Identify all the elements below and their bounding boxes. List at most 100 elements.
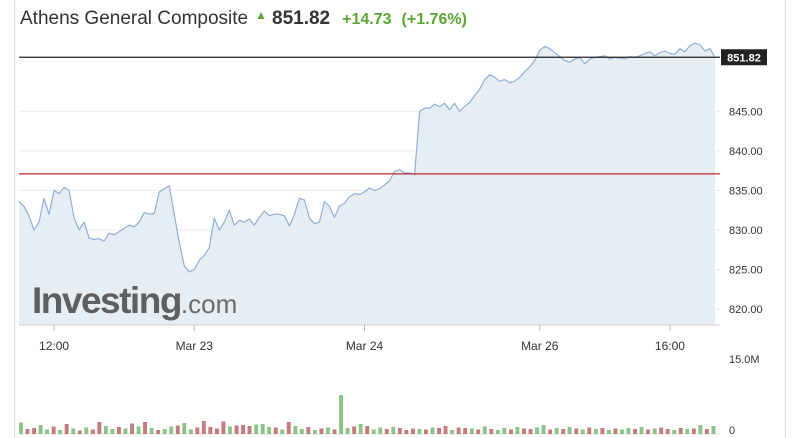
y-tick-label: 825.00 bbox=[729, 265, 763, 277]
volume-bar bbox=[241, 425, 245, 434]
investing-watermark: Investing.com bbox=[32, 280, 237, 322]
volume-bar bbox=[659, 427, 664, 434]
volume-bar bbox=[97, 422, 102, 434]
price-change: +14.73 bbox=[342, 11, 392, 28]
index-title: Athens General Composite bbox=[20, 8, 249, 29]
volume-bar bbox=[495, 430, 500, 434]
volume-bar bbox=[332, 429, 337, 434]
volume-bar bbox=[319, 428, 324, 434]
volume-bar bbox=[254, 424, 259, 434]
volume-bar bbox=[704, 429, 709, 434]
volume-bar bbox=[195, 427, 200, 434]
price-area-fill bbox=[19, 43, 715, 325]
last-price-badge-label: 851.82 bbox=[727, 52, 761, 64]
volume-bar bbox=[541, 425, 546, 434]
volume-bar bbox=[437, 428, 441, 434]
volume-bar bbox=[443, 426, 448, 434]
volume-bar bbox=[528, 429, 533, 434]
volume-bar bbox=[299, 429, 304, 434]
y-tick-label: 845.00 bbox=[729, 106, 763, 118]
volume-bar bbox=[593, 429, 598, 434]
volume-bar bbox=[260, 424, 265, 434]
watermark-brand: Investing bbox=[32, 280, 182, 321]
volume-bar bbox=[84, 427, 89, 434]
volume-bar bbox=[19, 422, 23, 434]
y-tick-label: 820.00 bbox=[729, 304, 763, 316]
volume-bar bbox=[417, 429, 422, 434]
volume-bar bbox=[280, 429, 285, 434]
volume-bar bbox=[130, 423, 134, 434]
volume-bar bbox=[123, 428, 128, 434]
volume-bar bbox=[397, 428, 402, 434]
volume-bar bbox=[515, 427, 520, 434]
volume-bar bbox=[606, 430, 611, 434]
volume-bar bbox=[567, 427, 572, 434]
watermark-domain: .com bbox=[180, 289, 238, 319]
volume-bar bbox=[358, 424, 363, 434]
volume-bar bbox=[143, 422, 147, 434]
volume-bar bbox=[162, 429, 167, 434]
x-tick-label: Mar 26 bbox=[521, 339, 559, 353]
volume-bar bbox=[633, 429, 637, 434]
volume-bar bbox=[646, 429, 650, 434]
chart-frame bbox=[14, 0, 786, 438]
volume-bar bbox=[691, 428, 696, 434]
volume-bar bbox=[38, 425, 43, 434]
volume-bar bbox=[326, 427, 330, 434]
volume-bar bbox=[228, 426, 232, 434]
volume-bar bbox=[90, 429, 95, 434]
volume-bar bbox=[652, 428, 657, 434]
volume-bar bbox=[286, 422, 291, 434]
volume-bar bbox=[580, 429, 585, 434]
volume-bar bbox=[32, 428, 36, 434]
volume-bar bbox=[476, 429, 481, 434]
volume-bar bbox=[208, 427, 213, 434]
volume-bar bbox=[672, 430, 677, 434]
volume-bar bbox=[411, 428, 415, 434]
volume-bar bbox=[58, 430, 63, 434]
y-tick-label: 835.00 bbox=[729, 185, 763, 197]
volume-bar bbox=[234, 425, 239, 434]
volume-bar bbox=[77, 430, 82, 434]
volume-bar bbox=[587, 427, 592, 434]
volume-bar bbox=[404, 430, 409, 434]
volume-bar bbox=[711, 426, 716, 434]
volume-bar bbox=[45, 429, 49, 434]
volume-bar bbox=[25, 429, 30, 434]
volume-bar bbox=[489, 429, 494, 434]
volume-bar bbox=[273, 427, 278, 434]
volume-bar bbox=[313, 430, 317, 434]
volume-bar bbox=[698, 425, 703, 434]
volume-bar bbox=[620, 429, 624, 434]
volume-bar bbox=[352, 426, 357, 434]
price-change-percent: (+1.76%) bbox=[401, 11, 467, 28]
x-tick-label: 16:00 bbox=[655, 339, 685, 353]
volume-bar bbox=[71, 428, 76, 434]
up-arrow-icon: ▲ bbox=[255, 8, 268, 22]
volume-bar bbox=[221, 421, 226, 434]
volume-bar bbox=[64, 424, 69, 434]
volume-bar bbox=[600, 428, 605, 434]
volume-bar bbox=[502, 428, 507, 434]
volume-bar bbox=[678, 428, 683, 434]
last-price: 851.82 bbox=[272, 8, 331, 29]
volume-bar bbox=[469, 428, 474, 434]
volume-bar bbox=[384, 429, 389, 434]
volume-bar bbox=[554, 428, 559, 434]
volume-bar bbox=[450, 430, 455, 434]
volume-bar bbox=[424, 429, 428, 434]
chart-header: Athens General Composite ▲ 851.82 +14.73… bbox=[20, 8, 467, 36]
y-tick-label: 830.00 bbox=[729, 225, 763, 237]
volume-bar bbox=[613, 428, 618, 434]
volume-bar bbox=[430, 427, 435, 434]
volume-bar bbox=[110, 429, 115, 434]
volume-bar bbox=[365, 426, 370, 434]
volume-tick-label: 15.0M bbox=[729, 354, 760, 366]
volume-bar bbox=[535, 427, 539, 434]
volume-bar bbox=[201, 421, 206, 434]
volume-bar bbox=[639, 427, 644, 434]
volume-bar bbox=[371, 429, 376, 434]
volume-bar bbox=[267, 427, 272, 434]
volume-bar bbox=[149, 428, 154, 434]
